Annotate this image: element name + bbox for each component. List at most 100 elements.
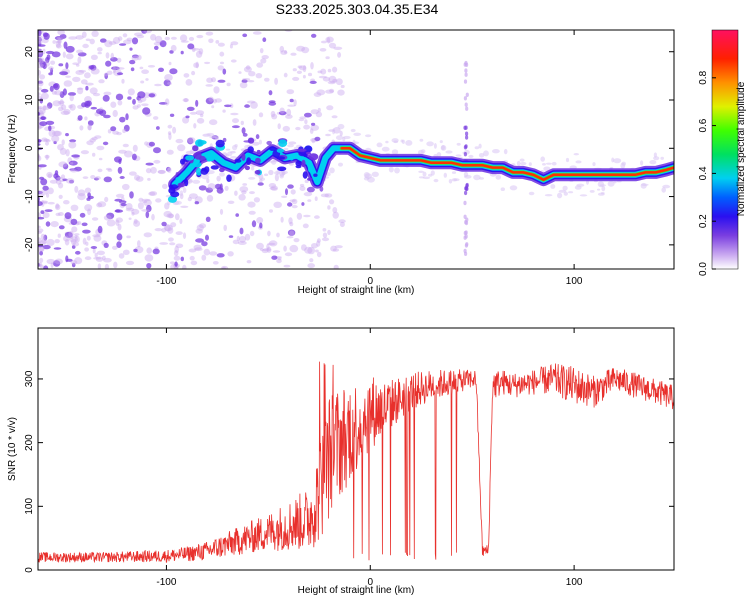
noise-speckle (122, 128, 126, 134)
ridge-blob (295, 165, 302, 169)
noise-speckle (56, 36, 64, 41)
noise-speckle (106, 212, 115, 219)
noise-speckle (280, 50, 288, 55)
noise-speckle (38, 35, 43, 40)
noise-speckle (129, 171, 137, 176)
noise-speckle (285, 114, 293, 119)
ridge-blob (180, 158, 185, 165)
spectrogram-frame (37, 29, 675, 270)
noise-speckle (126, 37, 133, 42)
noise-speckle (48, 72, 53, 76)
noise-speckle (337, 52, 342, 58)
noise-speckle (290, 189, 296, 195)
noise-speckle (177, 144, 186, 152)
colorbar: 0.0 0.2 0.4 0.6 0.8 Normalized spectral ampl… (698, 29, 747, 276)
noise-speckle (169, 113, 175, 118)
noise-speckle (137, 240, 141, 248)
noise-speckle (82, 176, 89, 180)
noise-speckle (220, 265, 229, 269)
noise-speckle (81, 31, 87, 38)
noise-speckle (327, 229, 331, 235)
noise-speckle (147, 177, 151, 181)
noise-speckle (154, 45, 159, 51)
noise-speckle (52, 40, 56, 44)
noise-speckle (84, 247, 89, 252)
noise-speckle (55, 40, 61, 48)
halo-speckle (443, 172, 447, 178)
noise-speckle (48, 129, 56, 137)
halo-speckle (225, 148, 231, 151)
halo-speckle (575, 160, 582, 164)
noise-speckle (39, 108, 46, 115)
noise-speckle (315, 111, 323, 118)
noise-speckle (69, 236, 78, 243)
noise-speckle (232, 118, 239, 124)
noise-speckle (302, 74, 306, 79)
noise-speckle (306, 186, 315, 193)
halo-speckle (353, 132, 362, 136)
noise-speckle (205, 187, 213, 193)
halo-speckle (405, 140, 413, 146)
noise-speckle (224, 185, 229, 191)
noise-speckle (92, 152, 96, 157)
noise-speckle (59, 147, 67, 155)
noise-speckle (204, 61, 211, 65)
streak-speckle (465, 135, 469, 140)
noise-speckle (252, 141, 260, 146)
noise-speckle (50, 221, 59, 228)
snr-ticks: -100 0 100 0 100 200 300 (24, 328, 674, 588)
noise-speckle (258, 112, 264, 118)
noise-speckle (128, 217, 132, 220)
noise-speckle (310, 124, 320, 131)
noise-speckle (187, 43, 195, 50)
noise-speckle (325, 89, 334, 94)
noise-speckle (45, 56, 50, 64)
ridge-blob (185, 155, 195, 161)
noise-speckle (249, 230, 255, 237)
halo-speckle (419, 138, 424, 142)
noise-speckle (145, 211, 150, 219)
noise-speckle (42, 185, 49, 191)
noise-speckle (332, 66, 338, 73)
noise-speckle (199, 223, 207, 229)
noise-speckle (112, 245, 118, 250)
halo-speckle (365, 134, 372, 138)
noise-speckle (232, 239, 240, 245)
noise-speckle (259, 48, 264, 54)
noise-speckle (279, 45, 285, 53)
noise-speckle (173, 266, 179, 269)
noise-speckle (118, 149, 127, 154)
noise-speckle (217, 79, 226, 83)
noise-speckle (131, 208, 140, 215)
noise-speckle (46, 171, 53, 178)
noise-speckle (86, 100, 92, 107)
ridge-blob (276, 156, 286, 160)
streak-speckle (464, 220, 468, 225)
halo-speckle (376, 142, 383, 148)
noise-speckle (54, 90, 62, 96)
noise-speckle (268, 240, 278, 247)
noise-speckle (58, 194, 63, 199)
noise-speckle (339, 130, 343, 137)
colorbar-tick-label: 0.6 (698, 118, 709, 132)
noise-speckle (121, 78, 125, 84)
noise-speckle (166, 213, 174, 219)
noise-speckle (248, 71, 256, 77)
noise-speckle (303, 124, 310, 130)
halo-speckle (478, 153, 485, 158)
noise-speckle (150, 166, 157, 174)
noise-speckle (58, 225, 65, 230)
noise-speckle (117, 223, 122, 231)
halo-speckle (519, 158, 525, 162)
noise-speckle (56, 177, 64, 180)
noise-speckle (289, 244, 299, 253)
noise-speckle (170, 36, 177, 40)
noise-speckle (96, 250, 105, 256)
noise-speckle (77, 56, 82, 64)
noise-speckle (45, 139, 51, 143)
noise-speckle (333, 46, 343, 50)
noise-speckle (302, 223, 309, 229)
noise-speckle (324, 193, 333, 198)
noise-speckle (38, 57, 45, 64)
halo-speckle (453, 178, 460, 182)
